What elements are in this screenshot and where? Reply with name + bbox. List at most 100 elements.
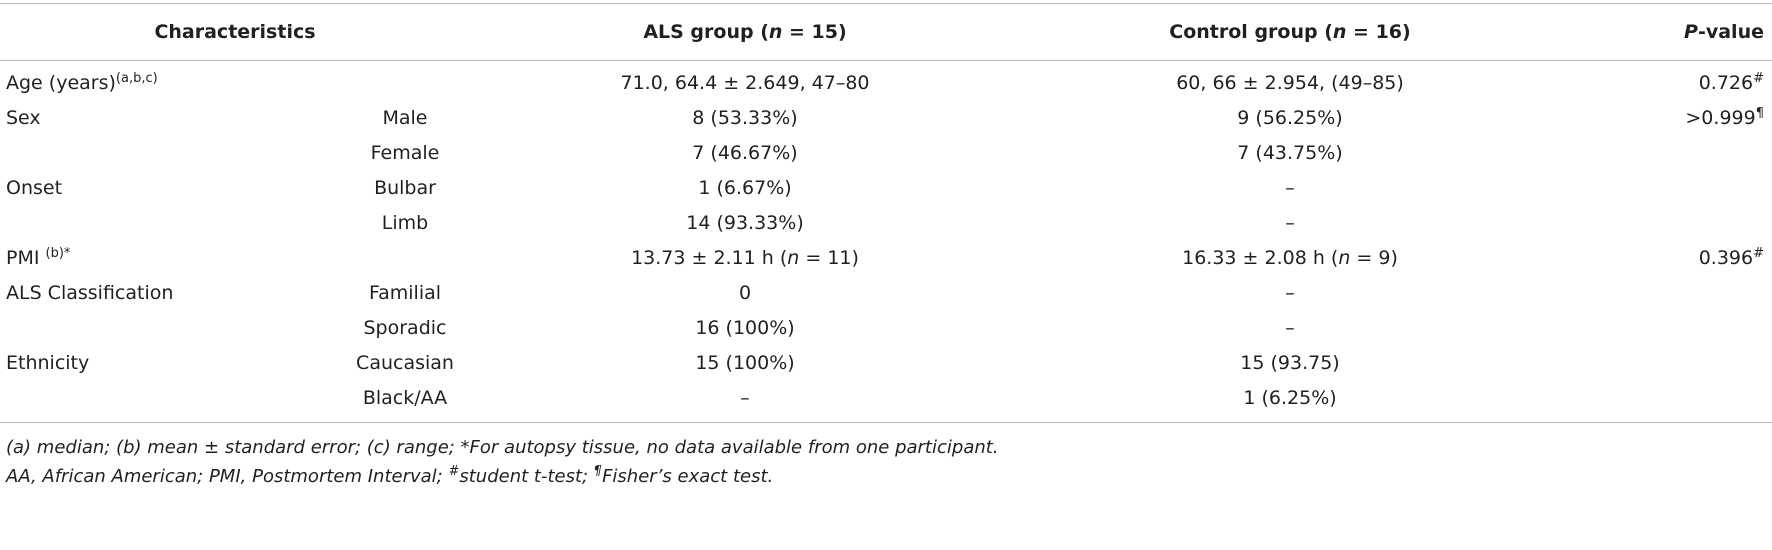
table-cell: Sporadic bbox=[340, 311, 470, 346]
text: – bbox=[740, 387, 750, 409]
table-cell: Sex bbox=[6, 101, 340, 136]
text: Black/AA bbox=[362, 387, 448, 409]
superscript: (a,b,c) bbox=[115, 71, 158, 86]
table-cell: ALS Classification bbox=[6, 276, 340, 311]
footnote: (a) median; (b) mean ± standard error; (… bbox=[6, 434, 999, 462]
text: – bbox=[1285, 282, 1295, 304]
superscript: # bbox=[448, 464, 460, 479]
text: Familial bbox=[368, 282, 442, 304]
text: = 11) bbox=[799, 247, 859, 269]
text: 14 (93.33%) bbox=[686, 212, 804, 234]
text: student t-test; bbox=[459, 466, 594, 487]
bottom-rule bbox=[0, 422, 1772, 423]
table-cell: 0 bbox=[470, 276, 1020, 311]
text: Male bbox=[382, 107, 428, 129]
header-cell: ALS group (n = 15) bbox=[470, 4, 1020, 60]
superscript: ¶ bbox=[1755, 106, 1764, 121]
table-cell: 0.396# bbox=[1560, 241, 1764, 276]
header-cell: Characteristics bbox=[0, 4, 470, 60]
text: -value bbox=[1697, 21, 1764, 43]
text: (a) median; (b) mean ± standard error; (… bbox=[6, 437, 999, 458]
superscript: # bbox=[1753, 246, 1764, 261]
table-cell: Onset bbox=[6, 171, 340, 206]
text: AA, African American; PMI, Postmortem In… bbox=[6, 466, 449, 487]
text: 1 (6.25%) bbox=[1243, 387, 1337, 409]
text: 0.726 bbox=[1698, 72, 1754, 94]
table-cell: 7 (43.75%) bbox=[1020, 136, 1560, 171]
table-cell: – bbox=[1020, 311, 1560, 346]
text: 0 bbox=[738, 282, 752, 304]
table-cell: – bbox=[470, 381, 1020, 416]
table-cell: 60, 66 ± 2.954, (49–85) bbox=[1020, 66, 1560, 101]
text: 16 (100%) bbox=[695, 317, 795, 339]
text: 13.73 ± 2.11 h ( bbox=[631, 247, 788, 269]
text: Onset bbox=[6, 177, 63, 199]
text: 0.396 bbox=[1698, 247, 1754, 269]
text: Fisher’s exact test. bbox=[602, 466, 774, 487]
table-cell: Limb bbox=[340, 206, 470, 241]
table-cell: 71.0, 64.4 ± 2.649, 47–80 bbox=[470, 66, 1020, 101]
table-cell: 0.726# bbox=[1560, 66, 1764, 101]
table-cell: Caucasian bbox=[340, 346, 470, 381]
text: n bbox=[1332, 21, 1347, 43]
table-cell: >0.999¶ bbox=[1560, 101, 1764, 136]
text: 7 (46.67%) bbox=[692, 142, 798, 164]
footnote: AA, African American; PMI, Postmortem In… bbox=[6, 463, 773, 491]
text: Sex bbox=[6, 107, 41, 129]
text: = 9) bbox=[1350, 247, 1398, 269]
table-cell: Male bbox=[340, 101, 470, 136]
text: – bbox=[1285, 177, 1295, 199]
table-cell: Black/AA bbox=[340, 381, 470, 416]
text: Caucasian bbox=[356, 352, 454, 374]
superscript: (b)* bbox=[45, 246, 71, 261]
text: = 15) bbox=[782, 21, 847, 43]
text: n bbox=[787, 247, 800, 269]
superscript: # bbox=[1753, 71, 1764, 86]
text: n bbox=[1338, 247, 1351, 269]
table-cell: 13.73 ± 2.11 h (n = 11) bbox=[470, 241, 1020, 276]
text: Age (years) bbox=[6, 72, 116, 94]
table-cell: – bbox=[1020, 276, 1560, 311]
text: n bbox=[768, 21, 783, 43]
table-cell: Familial bbox=[340, 276, 470, 311]
table-cell: 16.33 ± 2.08 h (n = 9) bbox=[1020, 241, 1560, 276]
table-cell: 16 (100%) bbox=[470, 311, 1020, 346]
table-cell: 15 (93.75) bbox=[1020, 346, 1560, 381]
header-rule bbox=[0, 60, 1772, 61]
text: 60, 66 ± 2.954, (49–85) bbox=[1176, 72, 1404, 94]
text: Sporadic bbox=[363, 317, 447, 339]
text: – bbox=[1285, 212, 1295, 234]
table-cell: Ethnicity bbox=[6, 346, 340, 381]
text: Ethnicity bbox=[6, 352, 90, 374]
text: ALS Classification bbox=[6, 282, 174, 304]
table-cell: PMI (b)* bbox=[6, 241, 340, 276]
text: 15 (93.75) bbox=[1240, 352, 1340, 374]
text: 7 (43.75%) bbox=[1237, 142, 1343, 164]
table-cell: 8 (53.33%) bbox=[470, 101, 1020, 136]
text: P bbox=[1684, 21, 1698, 43]
text: 9 (56.25%) bbox=[1237, 107, 1343, 129]
table-cell: 1 (6.25%) bbox=[1020, 381, 1560, 416]
text: Characteristics bbox=[154, 21, 316, 43]
text: – bbox=[1285, 317, 1295, 339]
table-cell: Bulbar bbox=[340, 171, 470, 206]
text: Female bbox=[370, 142, 440, 164]
text: 15 (100%) bbox=[695, 352, 795, 374]
text: 16.33 ± 2.08 h ( bbox=[1182, 247, 1339, 269]
text: Control group ( bbox=[1169, 21, 1333, 43]
table-cell: – bbox=[1020, 206, 1560, 241]
table-cell: 15 (100%) bbox=[470, 346, 1020, 381]
text: PMI bbox=[6, 247, 46, 269]
table-cell: 7 (46.67%) bbox=[470, 136, 1020, 171]
text: 1 (6.67%) bbox=[698, 177, 792, 199]
text: 71.0, 64.4 ± 2.649, 47–80 bbox=[620, 72, 870, 94]
text: Limb bbox=[381, 212, 429, 234]
table-cell: Age (years)(a,b,c) bbox=[6, 66, 340, 101]
table-cell: 14 (93.33%) bbox=[470, 206, 1020, 241]
table-cell: 9 (56.25%) bbox=[1020, 101, 1560, 136]
text: Bulbar bbox=[374, 177, 436, 199]
table-cell: – bbox=[1020, 171, 1560, 206]
header-cell: Control group (n = 16) bbox=[1020, 4, 1560, 60]
top-rule bbox=[0, 3, 1772, 4]
